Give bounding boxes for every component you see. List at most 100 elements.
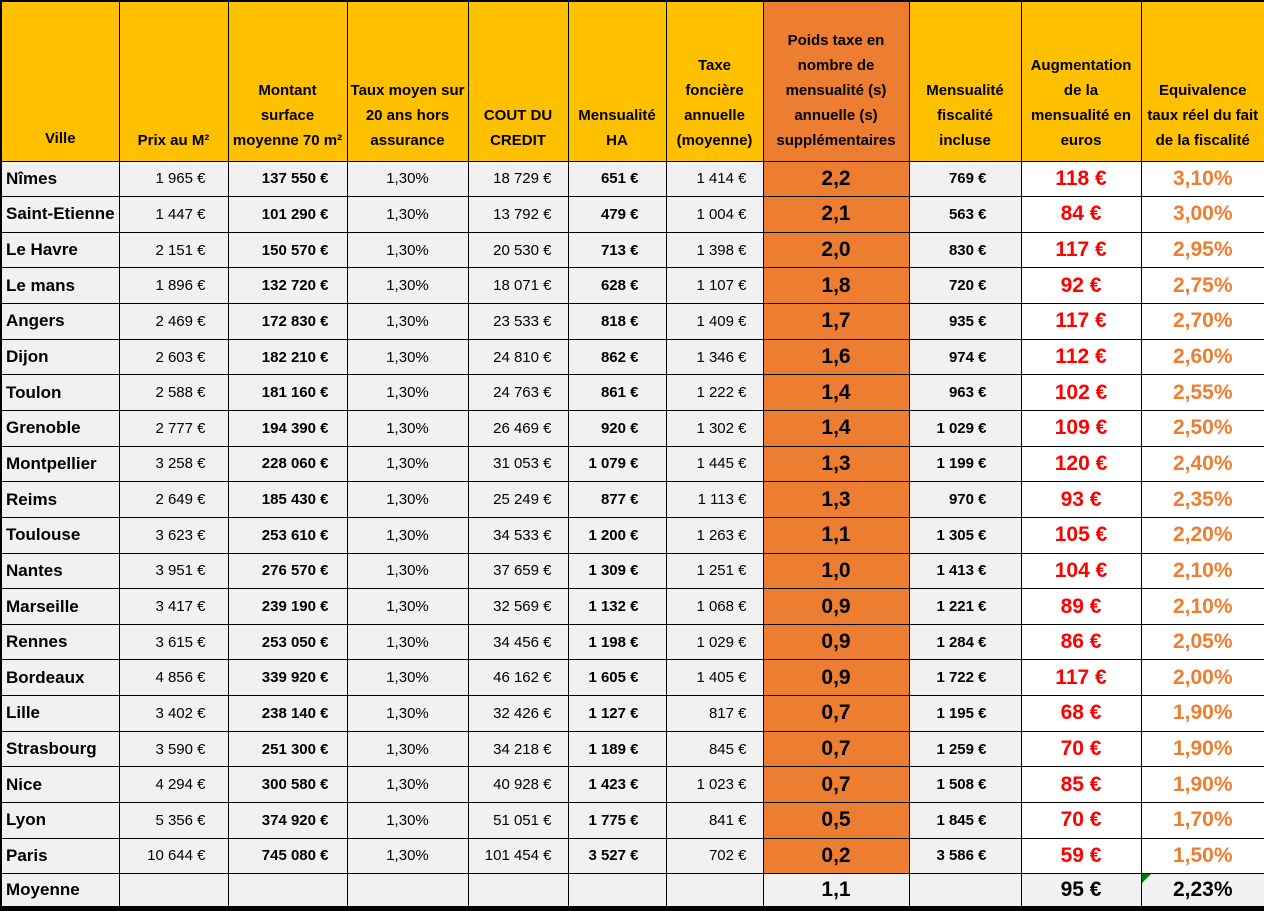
column-header-augmentation[interactable]: Augmentation de la mensualité en euros [1020,0,1142,162]
cell-ville[interactable]: Angers [0,303,120,340]
cell-taxe[interactable]: 817 € [665,695,764,732]
cell-taux[interactable]: 1,30% [346,837,469,875]
cell-poids[interactable]: 0,7 [762,730,910,768]
cell-montant[interactable]: 132 720 € [227,267,348,305]
cell-augmentation[interactable]: 105 € [1020,516,1142,554]
cell-mensualite_ha[interactable]: 1 198 € [567,623,667,661]
cell-mensualite_fisc[interactable]: 1 199 € [908,445,1022,483]
cell-prix[interactable]: 2 469 € [118,303,229,340]
cell-cout[interactable]: 24 763 € [467,374,569,411]
cell-poids[interactable]: 1,7 [762,303,910,340]
cell-taux[interactable]: 1,30% [346,623,469,661]
cell-taxe[interactable]: 1 409 € [665,303,764,340]
cell-mensualite_fisc[interactable]: 1 845 € [908,802,1022,839]
cell-poids[interactable]: 1,3 [762,445,910,483]
cell-taux[interactable]: 1,30% [346,303,469,340]
cell-equivalence[interactable]: 2,10% [1140,588,1264,625]
cell-montant[interactable]: 137 550 € [227,160,348,198]
cell-taux[interactable]: 1,30% [346,409,469,447]
cell-mensualite_ha[interactable]: 1 309 € [567,552,667,590]
cell-prix[interactable]: 1 965 € [118,160,229,198]
cell-taux[interactable]: 1,30% [346,659,469,697]
cell-prix[interactable]: 1 447 € [118,196,229,233]
cell-prix[interactable]: 2 649 € [118,481,229,518]
cell-montant[interactable]: 300 580 € [227,766,348,804]
cell-augmentation[interactable]: 70 € [1020,730,1142,768]
cell-mensualite_fisc[interactable]: 1 029 € [908,409,1022,447]
cell-montant[interactable]: 172 830 € [227,303,348,340]
cell-cout[interactable]: 25 249 € [467,481,569,518]
cell-mensualite_ha[interactable]: 862 € [567,338,667,376]
column-header-cout-credit[interactable]: COUT DU CREDIT [467,0,569,162]
cell-mensualite_ha[interactable]: 1 775 € [567,802,667,839]
cell-ville[interactable]: Montpellier [0,445,120,483]
cell-ville[interactable]: Marseille [0,588,120,625]
cell-mensualite_ha[interactable]: 818 € [567,303,667,340]
cell-mensualite_ha[interactable]: 877 € [567,481,667,518]
average-cell-mensualite_ha[interactable] [567,873,667,909]
column-header-montant-surface[interactable]: Montant surface moyenne 70 m² [227,0,348,162]
cell-taux[interactable]: 1,30% [346,516,469,554]
cell-cout[interactable]: 51 051 € [467,802,569,839]
average-cell-montant[interactable] [227,873,348,909]
cell-taux[interactable]: 1,30% [346,374,469,411]
cell-ville[interactable]: Lyon [0,802,120,839]
cell-taux[interactable]: 1,30% [346,196,469,233]
cell-poids[interactable]: 2,0 [762,231,910,269]
cell-ville[interactable]: Dijon [0,338,120,376]
average-cell-taxe[interactable] [665,873,764,909]
cell-cout[interactable]: 18 071 € [467,267,569,305]
cell-montant[interactable]: 185 430 € [227,481,348,518]
cell-poids[interactable]: 0,2 [762,837,910,875]
cell-augmentation[interactable]: 89 € [1020,588,1142,625]
cell-taxe[interactable]: 1 023 € [665,766,764,804]
cell-augmentation[interactable]: 117 € [1020,659,1142,697]
cell-taux[interactable]: 1,30% [346,445,469,483]
column-header-mensualite-fiscalite[interactable]: Mensualité fiscalité incluse [908,0,1022,162]
cell-prix[interactable]: 4 856 € [118,659,229,697]
cell-prix[interactable]: 2 151 € [118,231,229,269]
cell-taxe[interactable]: 1 251 € [665,552,764,590]
cell-taux[interactable]: 1,30% [346,481,469,518]
cell-equivalence[interactable]: 2,05% [1140,623,1264,661]
cell-montant[interactable]: 101 290 € [227,196,348,233]
average-cell-cout[interactable] [467,873,569,909]
cell-mensualite_fisc[interactable]: 3 586 € [908,837,1022,875]
cell-mensualite_ha[interactable]: 1 132 € [567,588,667,625]
cell-mensualite_ha[interactable]: 3 527 € [567,837,667,875]
cell-cout[interactable]: 46 162 € [467,659,569,697]
cell-prix[interactable]: 2 588 € [118,374,229,411]
average-cell-poids[interactable]: 1,1 [762,873,910,909]
cell-mensualite_fisc[interactable]: 1 284 € [908,623,1022,661]
cell-prix[interactable]: 3 417 € [118,588,229,625]
cell-taux[interactable]: 1,30% [346,267,469,305]
cell-equivalence[interactable]: 2,60% [1140,338,1264,376]
cell-montant[interactable]: 239 190 € [227,588,348,625]
cell-poids[interactable]: 2,2 [762,160,910,198]
cell-cout[interactable]: 26 469 € [467,409,569,447]
cell-cout[interactable]: 20 530 € [467,231,569,269]
cell-taxe[interactable]: 1 445 € [665,445,764,483]
cell-montant[interactable]: 150 570 € [227,231,348,269]
cell-montant[interactable]: 745 080 € [227,837,348,875]
cell-augmentation[interactable]: 86 € [1020,623,1142,661]
cell-equivalence[interactable]: 1,90% [1140,695,1264,732]
cell-prix[interactable]: 3 258 € [118,445,229,483]
cell-mensualite_ha[interactable]: 920 € [567,409,667,447]
cell-equivalence[interactable]: 1,90% [1140,730,1264,768]
cell-montant[interactable]: 253 050 € [227,623,348,661]
cell-augmentation[interactable]: 68 € [1020,695,1142,732]
cell-cout[interactable]: 32 426 € [467,695,569,732]
cell-ville[interactable]: Rennes [0,623,120,661]
cell-augmentation[interactable]: 104 € [1020,552,1142,590]
cell-taux[interactable]: 1,30% [346,588,469,625]
cell-montant[interactable]: 374 920 € [227,802,348,839]
cell-taxe[interactable]: 1 414 € [665,160,764,198]
cell-augmentation[interactable]: 92 € [1020,267,1142,305]
cell-prix[interactable]: 3 623 € [118,516,229,554]
cell-taxe[interactable]: 1 029 € [665,623,764,661]
cell-poids[interactable]: 0,7 [762,766,910,804]
cell-cout[interactable]: 101 454 € [467,837,569,875]
cell-taux[interactable]: 1,30% [346,231,469,269]
cell-ville[interactable]: Strasbourg [0,730,120,768]
